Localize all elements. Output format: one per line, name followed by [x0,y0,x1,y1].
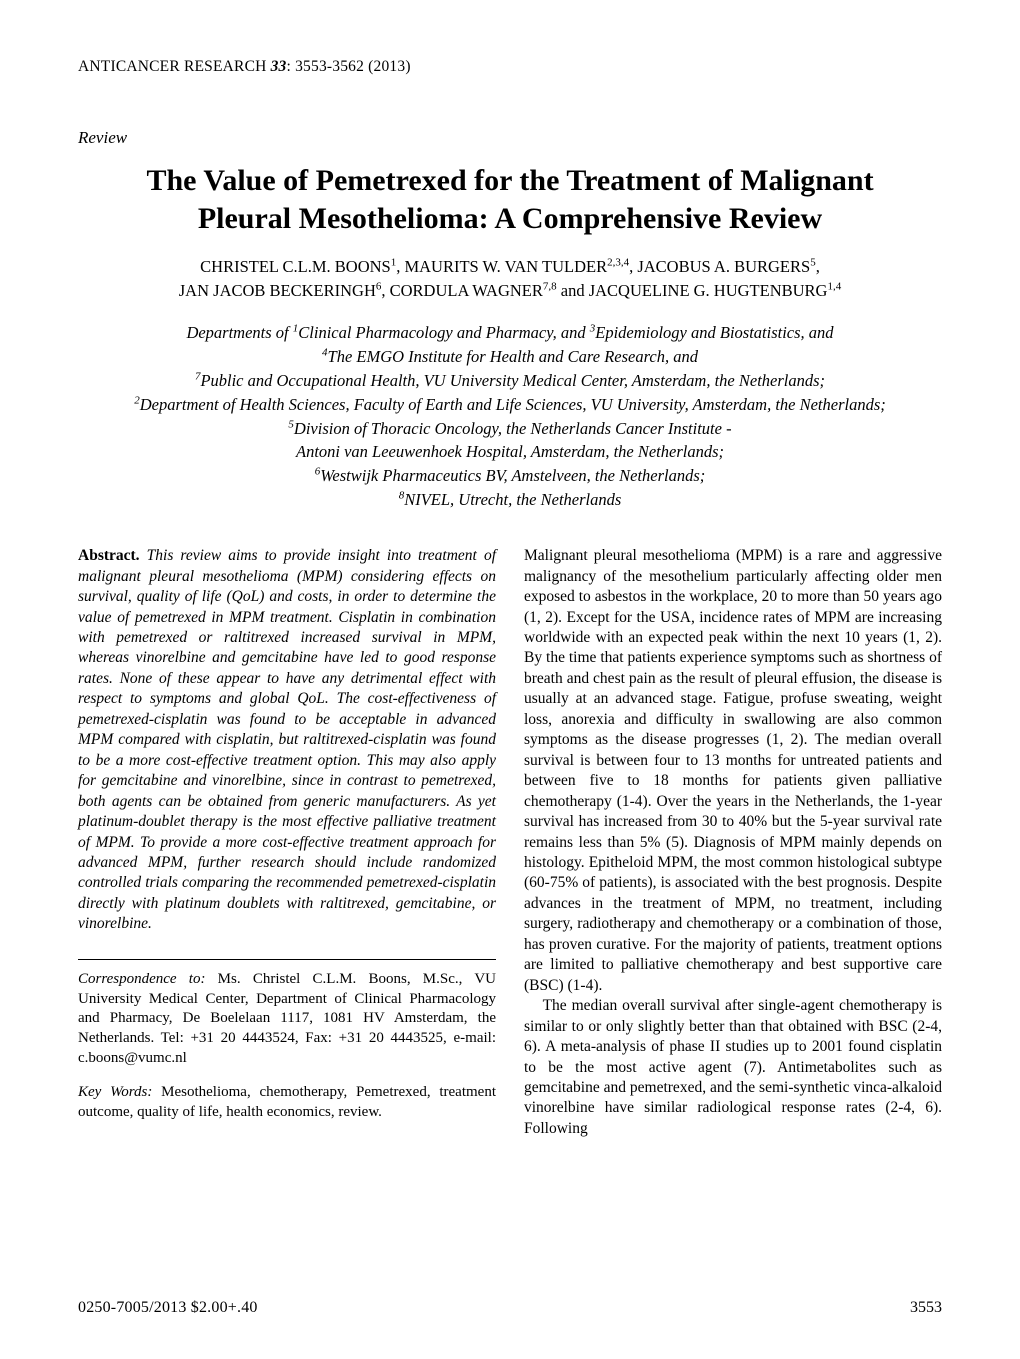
running-head: ANTICANCER RESEARCH 33: 3553-3562 (2013) [78,58,942,76]
page-number: 3553 [910,1299,942,1317]
journal-name: ANTICANCER RESEARCH [78,58,267,75]
keywords-label: Key Words: [78,1084,152,1100]
section-divider [78,959,496,960]
abstract-text: This review aims to provide insight into… [78,547,496,932]
page: ANTICANCER RESEARCH 33: 3553-3562 (2013)… [0,0,1020,1359]
title-line-1: The Value of Pemetrexed for the Treatmen… [146,164,873,197]
abstract: Abstract. This review aims to provide in… [78,546,496,935]
intro-paragraph-2: The median overall survival after single… [524,996,942,1139]
affiliations: Departments of 1Clinical Pharmacology an… [78,321,942,512]
keywords: Key Words: Mesothelioma, chemotherapy, P… [78,1083,496,1123]
colon: : [287,58,292,75]
intro-paragraph-1: Malignant pleural mesothelioma (MPM) is … [524,546,942,996]
authors: CHRISTEL C.L.M. BOONS1, MAURITS W. VAN T… [78,255,942,303]
page-footer: 0250-7005/2013 $2.00+.40 3553 [78,1299,942,1317]
left-column: Abstract. This review aims to provide in… [78,546,496,1139]
article-title: The Value of Pemetrexed for the Treatmen… [88,162,932,237]
journal-volume: 33 [271,58,287,75]
right-column: Malignant pleural mesothelioma (MPM) is … [524,546,942,1139]
issn-line: 0250-7005/2013 $2.00+.40 [78,1299,258,1317]
article-type: Review [78,128,942,148]
abstract-label: Abstract. [78,547,140,564]
correspondence: Correspondence to: Ms. Christel C.L.M. B… [78,970,496,1069]
page-range: 3553-3562 [295,58,364,75]
correspondence-label: Correspondence to: [78,971,205,987]
title-line-2: Pleural Mesothelioma: A Comprehensive Re… [198,202,822,235]
year: (2013) [368,58,411,75]
two-column-body: Abstract. This review aims to provide in… [78,546,942,1139]
